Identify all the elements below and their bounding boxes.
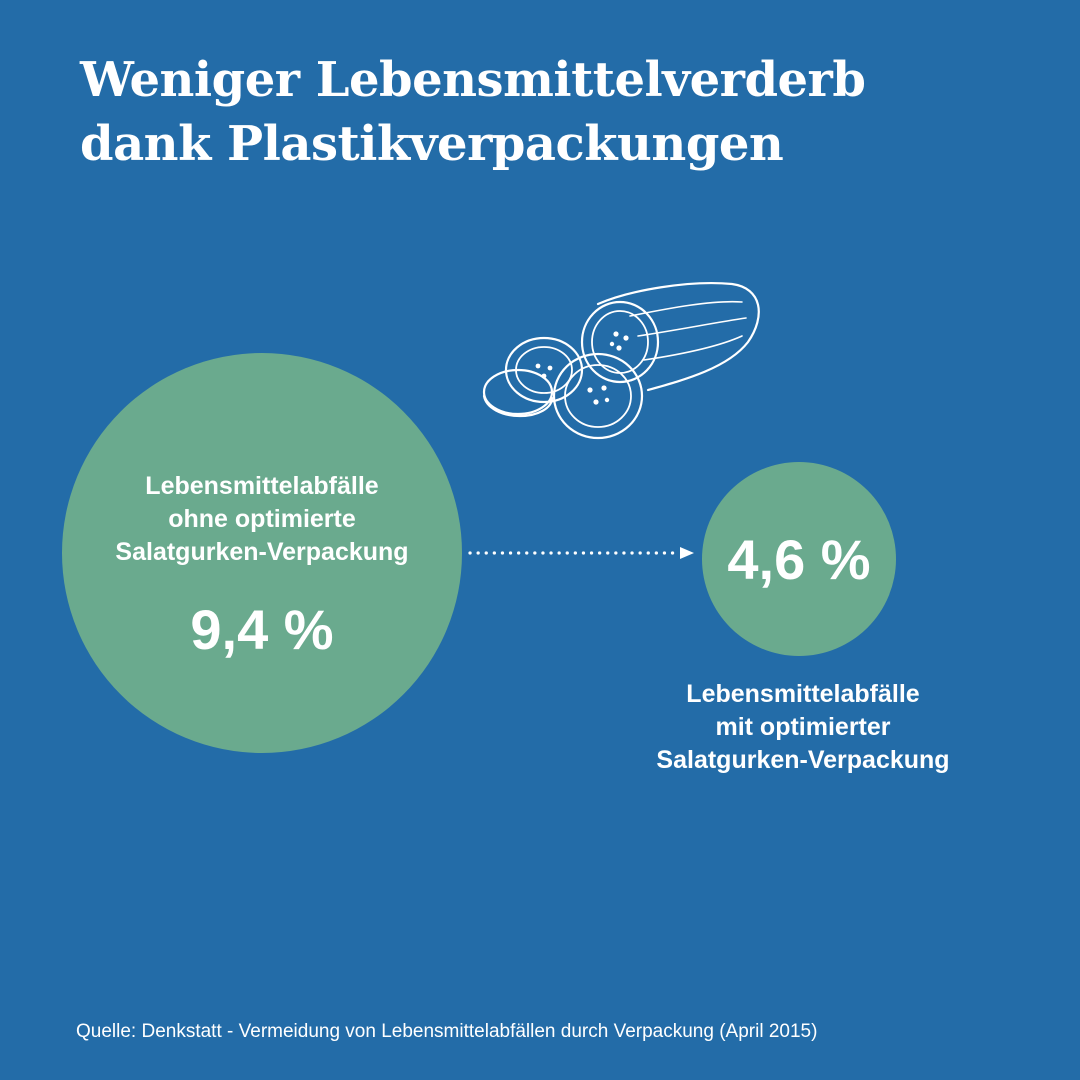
- label-line: Salatgurken-Verpackung: [656, 746, 950, 774]
- value-with-packaging: 4,6 %: [727, 528, 871, 591]
- source-note: Quelle: Denkstatt - Vermeidung von Leben…: [76, 1021, 818, 1042]
- label-line: ohne optimierte: [168, 505, 356, 533]
- label-line: Lebensmittelabfälle: [686, 680, 920, 708]
- label-without-packaging: Lebensmittelabfälle ohne optimierte Sala…: [62, 470, 462, 569]
- dotted-arrow-icon: [468, 547, 694, 559]
- bubble-with-packaging: [702, 462, 896, 656]
- label-with-packaging: Lebensmittelabfälle mit optimierter Sala…: [600, 678, 1006, 777]
- label-line: Lebensmittelabfälle: [145, 472, 379, 500]
- value-without-packaging: 9,4 %: [190, 598, 334, 661]
- bubble-without-packaging: [62, 353, 462, 753]
- chart-title: Weniger Lebensmittelverderb dank Plastik…: [80, 48, 866, 176]
- label-line: Salatgurken-Verpackung: [115, 538, 409, 566]
- title-line-1: Weniger Lebensmittelverderb: [80, 52, 866, 108]
- cucumber-slices-icon: [482, 282, 760, 440]
- label-line: mit optimierter: [715, 713, 891, 741]
- title-line-2: dank Plastikverpackungen: [80, 116, 784, 172]
